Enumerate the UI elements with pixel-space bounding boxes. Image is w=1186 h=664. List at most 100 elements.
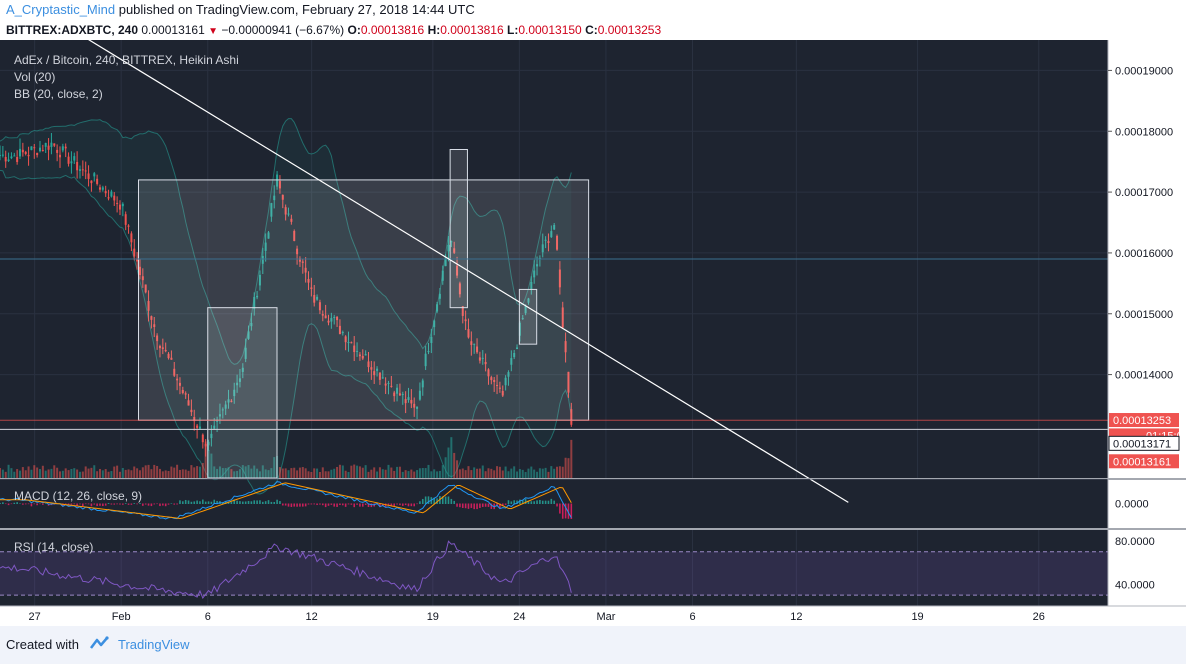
legend-bollinger: BB (20, close, 2): [14, 87, 103, 101]
candle-body: [253, 296, 256, 309]
macd-hist-bar: [142, 503, 144, 506]
macd-hist-bar: [339, 503, 341, 505]
volume-bar: [170, 466, 173, 478]
volume-bar: [247, 465, 250, 478]
high-label: H:: [427, 23, 441, 37]
publish-info: A_Cryptastic_Mind published on TradingVi…: [0, 0, 1186, 20]
macd-hist-bar: [564, 503, 567, 519]
chart-container[interactable]: AdEx / Bitcoin, 240, BITTREX, Heikin Ash…: [0, 27, 1186, 626]
candle-body: [493, 379, 496, 382]
candle-body: [144, 284, 147, 293]
macd-hist-bar: [507, 500, 510, 504]
volume-bar: [107, 471, 110, 478]
volume-bar: [461, 468, 464, 478]
time-tick-label: 12: [790, 611, 802, 623]
macd-hist-bar: [296, 503, 298, 507]
candle-body: [367, 361, 370, 368]
candle-body: [401, 394, 404, 396]
macd-hist-bar: [316, 503, 318, 506]
macd-hist-bar: [281, 503, 284, 506]
candle-body: [476, 346, 479, 353]
volume-bar: [316, 468, 319, 478]
candle-body: [504, 377, 507, 386]
volume-bar: [310, 471, 313, 478]
volume-bar: [381, 469, 384, 478]
volume-bar: [281, 468, 284, 478]
volume-bar: [104, 469, 107, 478]
volume-bar: [501, 470, 504, 478]
volume-bar: [458, 469, 461, 478]
volume-bar: [436, 471, 439, 478]
candle-body: [107, 197, 110, 199]
rsi-band: [0, 551, 1108, 596]
macd-hist-bar: [396, 503, 398, 505]
candle-body: [110, 191, 113, 197]
chart-svg[interactable]: AdEx / Bitcoin, 240, BITTREX, Heikin Ash…: [0, 27, 1186, 626]
macd-hist-bar: [393, 503, 396, 507]
volume-bar: [404, 470, 407, 478]
candle-body: [73, 156, 76, 161]
volume-bar: [527, 468, 530, 478]
macd-hist-bar: [256, 500, 258, 504]
candle-body: [536, 264, 539, 267]
volume-bar: [213, 466, 216, 478]
macd-hist-bar: [273, 501, 276, 504]
macd-hist-bar: [561, 503, 564, 519]
candle-body: [487, 369, 490, 377]
candle-body: [33, 147, 36, 149]
candle-body: [210, 433, 213, 439]
candle-body: [290, 218, 293, 222]
volume-bar: [156, 465, 159, 478]
macd-hist-bar: [193, 501, 196, 504]
macd-hist-bar: [233, 499, 236, 504]
macd-hist-bar: [361, 503, 364, 507]
volume-bar: [444, 457, 447, 478]
candle-body: [418, 390, 421, 400]
volume-bar: [70, 468, 73, 478]
volume-bar: [253, 465, 256, 478]
symbol-info-bar: BITTREX:ADXBTC, 240 0.00013161 ▼ −0.0000…: [0, 20, 1186, 40]
candle-body: [430, 336, 433, 343]
volume-bar: [410, 469, 413, 478]
volume-bar: [16, 469, 19, 478]
volume-bar: [504, 466, 507, 478]
candle-body: [56, 149, 59, 153]
volume-bar: [498, 466, 501, 478]
tradingview-link[interactable]: TradingView: [118, 637, 190, 652]
candle-body: [324, 315, 327, 319]
volume-bar: [553, 468, 556, 478]
macd-hist-bar: [319, 503, 321, 505]
macd-hist-bar: [30, 503, 33, 507]
price-label-box: [1109, 413, 1179, 428]
range-rectangle: [518, 288, 538, 345]
macd-hist-bar: [144, 503, 147, 505]
candle-body: [70, 161, 73, 164]
volume-bar: [4, 471, 7, 478]
volume-bar: [370, 469, 373, 478]
volume-bar: [361, 467, 364, 478]
candle-body: [164, 349, 167, 352]
candle-body: [176, 378, 179, 381]
candle-body: [450, 241, 453, 243]
macd-hist-bar: [541, 500, 544, 504]
candle-body: [101, 187, 104, 190]
open-value: 0.00013816: [360, 23, 425, 37]
macd-hist-bar: [344, 503, 347, 507]
author-link[interactable]: A_Cryptastic_Mind: [6, 2, 116, 17]
candle-body: [76, 161, 79, 171]
macd-hist-bar: [367, 503, 370, 507]
macd-hist-bar: [39, 503, 41, 505]
candle-body: [61, 146, 64, 151]
candle-body: [558, 269, 561, 288]
candle-body: [256, 295, 259, 298]
macd-hist-bar: [521, 499, 524, 504]
macd-hist-bar: [333, 503, 336, 507]
volume-bar: [570, 439, 573, 478]
volume-bar: [336, 466, 339, 478]
macd-hist-bar: [179, 500, 181, 504]
candle-body: [276, 174, 279, 187]
candle-body: [207, 441, 210, 446]
legend-volume: Vol (20): [14, 70, 55, 84]
macd-hist-bar: [441, 496, 444, 504]
candle-body: [373, 371, 376, 376]
